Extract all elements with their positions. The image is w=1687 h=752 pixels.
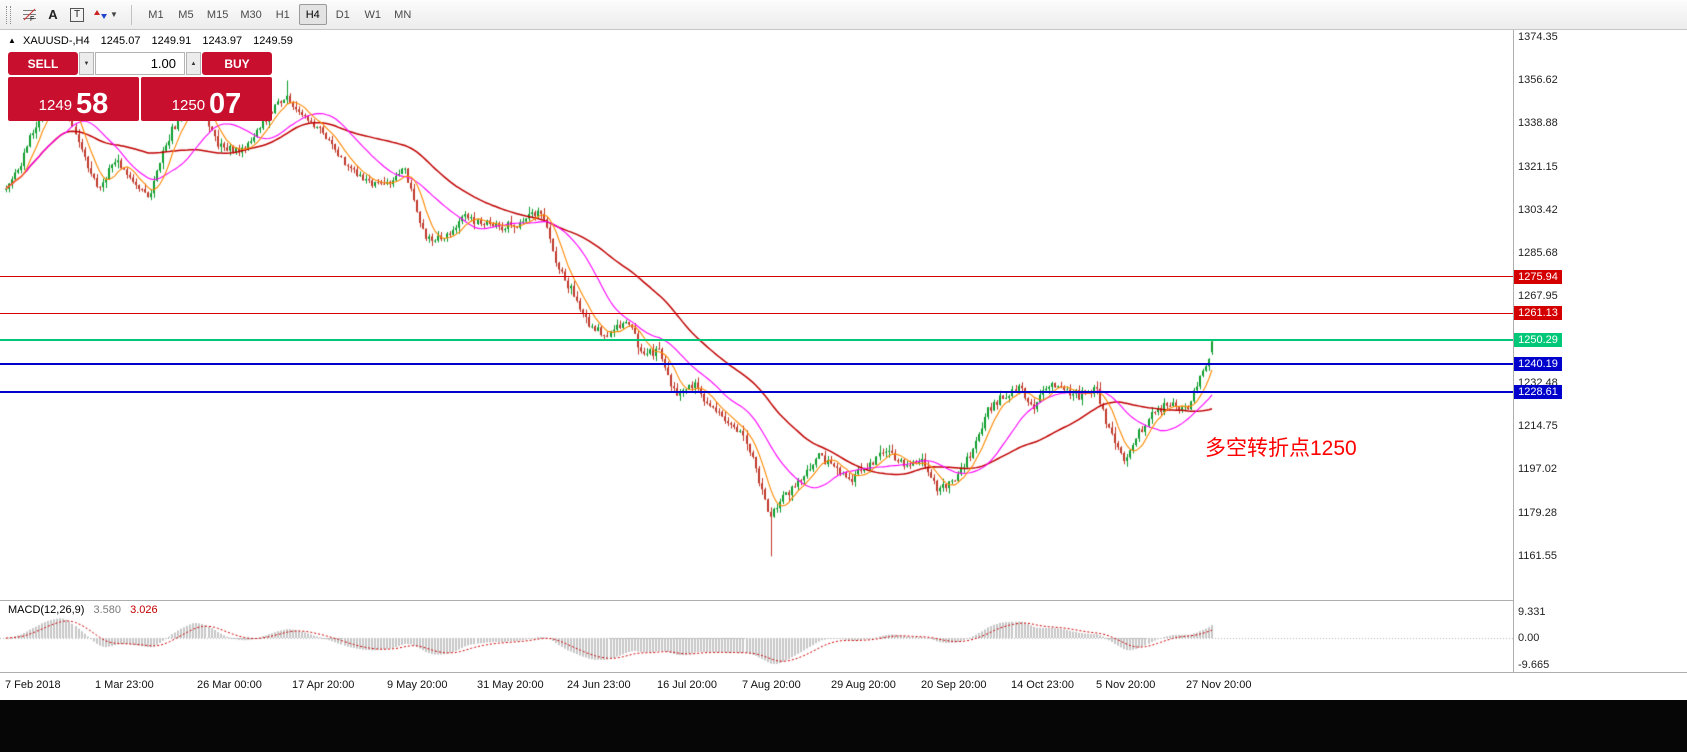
- time-axis-label: 14 Oct 23:00: [1011, 679, 1074, 691]
- panel-separator: [0, 672, 1687, 673]
- text-label-tool-button[interactable]: T: [65, 3, 89, 26]
- timeframe-button-w1[interactable]: W1: [359, 4, 387, 25]
- timeframe-button-m15[interactable]: M15: [202, 4, 233, 25]
- timeframe-button-h1[interactable]: H1: [269, 4, 297, 25]
- timeframe-button-h4[interactable]: H4: [298, 4, 327, 25]
- open-value: 1245.07: [100, 35, 141, 47]
- price-axis-label: 1303.42: [1518, 203, 1558, 216]
- timeframe-button-m5[interactable]: M5: [172, 4, 200, 25]
- horizontal-line-1240.19[interactable]: [0, 363, 1513, 366]
- toolbar-grip[interactable]: [6, 5, 11, 24]
- sell-price-display[interactable]: 1249 58: [8, 77, 139, 121]
- time-axis-label: 7 Feb 2018: [5, 679, 61, 691]
- macd-signal-value: 3.026: [130, 604, 158, 616]
- time-axis-label: 16 Jul 20:00: [657, 679, 717, 691]
- horizontal-line-1250.29[interactable]: [0, 338, 1513, 341]
- price-axis-label: 1250.22: [1518, 333, 1558, 346]
- volume-decrease-button[interactable]: ▼: [79, 52, 94, 75]
- horizontal-line-1275.94[interactable]: [0, 276, 1513, 278]
- chevron-up-icon: ▲: [190, 60, 197, 67]
- symbol-ohlc-info: ▲ XAUUSD-,H4 1245.07 1249.91 1243.97 124…: [8, 35, 293, 47]
- panel-separator: [0, 600, 1687, 601]
- macd-axis-label: 0.00: [1518, 632, 1540, 644]
- high-value: 1249.91: [151, 35, 192, 47]
- svg-text:F: F: [30, 16, 34, 22]
- price-axis-label: 1161.55: [1518, 549, 1557, 562]
- macd-axis-label: -9.665: [1518, 658, 1550, 671]
- sell-button[interactable]: SELL: [8, 52, 78, 75]
- timeframe-button-m1[interactable]: M1: [142, 4, 170, 25]
- chevron-down-icon: ▼: [83, 60, 90, 67]
- horizontal-line-1261.13[interactable]: [0, 312, 1513, 314]
- time-axis-label: 31 May 20:00: [477, 679, 544, 691]
- fibonacci-icon: F: [22, 8, 36, 22]
- timeframe-button-mn[interactable]: MN: [389, 4, 417, 25]
- macd-indicator-label: MACD(12,26,9) 3.580 3.026: [8, 604, 158, 616]
- sell-price-pips: 58: [76, 88, 109, 120]
- one-click-trading-panel: SELL ▼ ▲ BUY 1249 58 1250 07: [8, 52, 272, 121]
- toolbar: F A T ▼ M1 M5 M15 M30 H1 H4 D1 W1 MN: [0, 0, 1687, 30]
- price-axis-label: 1197.02: [1518, 463, 1557, 476]
- timeframe-button-m30[interactable]: M30: [235, 4, 266, 25]
- text-label-tool-label: T: [69, 7, 85, 22]
- time-axis: 7 Feb 2018 1 Mar 23:00 26 Mar 00:00 17 Apr …: [0, 673, 1687, 700]
- price-axis-label: 1179.28: [1518, 506, 1557, 519]
- axis-border: [1513, 30, 1514, 672]
- price-axis-label: 1232.48: [1518, 376, 1558, 389]
- price-axis-label: 1285.68: [1518, 247, 1558, 260]
- chevron-down-icon: ▼: [110, 10, 118, 19]
- buy-price-main: 1250: [171, 97, 206, 114]
- price-axis-label: 1356.62: [1518, 74, 1558, 87]
- time-axis-label: 26 Mar 00:00: [197, 679, 262, 691]
- buy-button[interactable]: BUY: [202, 52, 272, 75]
- chart-annotation-text[interactable]: 多空转折点1250: [1205, 437, 1357, 460]
- text-tool-button[interactable]: A: [41, 3, 65, 26]
- fibonacci-tool-button[interactable]: F: [17, 3, 41, 26]
- price-axis-label: 1267.95: [1518, 290, 1558, 303]
- time-axis-label: 24 Jun 23:00: [567, 679, 631, 691]
- price-axis-label: 1214.75: [1518, 420, 1558, 433]
- tick-up-icon: ▲: [8, 36, 16, 45]
- macd-axis-label: 9.331: [1518, 606, 1546, 618]
- time-axis-label: 29 Aug 20:00: [831, 679, 896, 691]
- price-chart-canvas[interactable]: [0, 30, 1513, 600]
- timeframe-button-d1[interactable]: D1: [329, 4, 357, 25]
- price-axis-label: 1338.88: [1518, 117, 1558, 130]
- time-axis-label: 5 Nov 20:00: [1096, 679, 1156, 691]
- horizontal-line-1228.61[interactable]: [0, 391, 1513, 394]
- text-tool-label: A: [48, 7, 58, 22]
- macd-canvas[interactable]: [0, 601, 1513, 672]
- close-value: 1249.59: [253, 35, 293, 47]
- time-axis-label: 7 Aug 20:00: [742, 679, 801, 691]
- buy-price-display[interactable]: 1250 07: [141, 77, 272, 121]
- toolbar-separator: [130, 4, 132, 25]
- time-axis-label: 17 Apr 20:00: [292, 679, 355, 691]
- symbol-label: XAUUSD-,H4: [22, 35, 90, 47]
- time-axis-label: 9 May 20:00: [387, 679, 448, 691]
- low-value: 1243.97: [202, 35, 243, 47]
- buy-price-pips: 07: [209, 88, 242, 120]
- price-axis-label: 1374.35: [1518, 30, 1558, 43]
- bottom-black-strip: [0, 700, 1687, 752]
- arrows-icon: [94, 10, 107, 19]
- price-axis-label: 1321.15: [1518, 160, 1558, 173]
- volume-increase-button[interactable]: ▲: [186, 52, 201, 75]
- time-axis-label: 27 Nov 20:00: [1186, 679, 1252, 691]
- time-axis-label: 1 Mar 23:00: [95, 679, 154, 691]
- sell-price-main: 1249: [38, 97, 73, 114]
- macd-name: MACD(12,26,9): [8, 604, 85, 616]
- volume-input[interactable]: [95, 52, 185, 75]
- arrows-tool-button[interactable]: ▼: [89, 3, 122, 26]
- macd-main-value: 3.580: [93, 604, 122, 616]
- timeframe-toolbar: M1 M5 M15 M30 H1 H4 D1 W1 MN: [141, 4, 418, 25]
- time-axis-label: 20 Sep 20:00: [921, 679, 987, 691]
- price-axis: 1374.35 1356.62 1338.88 1321.15 1303.42 1285.…: [1514, 30, 1687, 672]
